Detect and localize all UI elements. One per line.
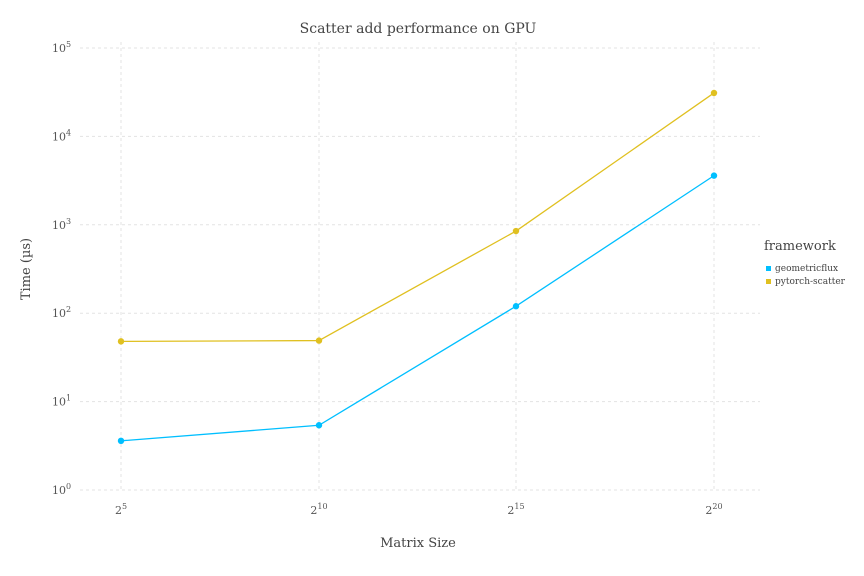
data-point-geometricflux — [117, 437, 125, 445]
legend-swatch-pytorch-scatter — [766, 279, 771, 284]
legend-label-geometricflux: geometricflux — [775, 264, 838, 274]
series-line-pytorch-scatter — [120, 92, 715, 343]
x-tick-label: 210 — [310, 502, 327, 517]
data-point-pytorch-scatter — [710, 89, 718, 97]
data-point-pytorch-scatter — [117, 338, 125, 345]
chart-title: Scatter add performance on GPU — [300, 21, 537, 37]
grid — [80, 42, 760, 491]
data-point-geometricflux — [315, 422, 323, 429]
legend-label-pytorch-scatter: pytorch-scatter — [775, 277, 846, 287]
legend-items: geometricflux pytorch-scatter — [766, 264, 846, 287]
y-tick-label: 100 — [52, 482, 71, 497]
x-tick-label: 220 — [705, 502, 722, 517]
data-point-geometricflux — [710, 172, 718, 179]
x-axis-ticks: 25 210 215 220 — [115, 502, 723, 517]
x-tick-label: 215 — [507, 502, 524, 517]
legend-title: framework — [764, 239, 836, 254]
series-layer — [117, 89, 718, 445]
data-point-pytorch-scatter — [315, 337, 323, 344]
series-line-geometricflux — [120, 175, 715, 442]
y-tick-label: 101 — [52, 394, 71, 409]
legend-swatch-geometricflux — [766, 266, 771, 271]
data-point-geometricflux — [512, 303, 520, 310]
y-tick-label: 105 — [52, 40, 71, 55]
y-axis-ticks: 100 101 102 103 104 105 — [52, 40, 71, 497]
y-tick-label: 102 — [52, 305, 71, 320]
x-axis-title: Matrix Size — [380, 536, 456, 551]
y-tick-label: 103 — [52, 217, 71, 232]
legend: framework geometricflux pytorch-scatter — [764, 239, 846, 287]
x-tick-label: 25 — [115, 502, 127, 517]
y-axis-title: Time (µs) — [19, 238, 34, 300]
data-point-pytorch-scatter — [512, 227, 520, 235]
y-tick-label: 104 — [52, 128, 71, 143]
